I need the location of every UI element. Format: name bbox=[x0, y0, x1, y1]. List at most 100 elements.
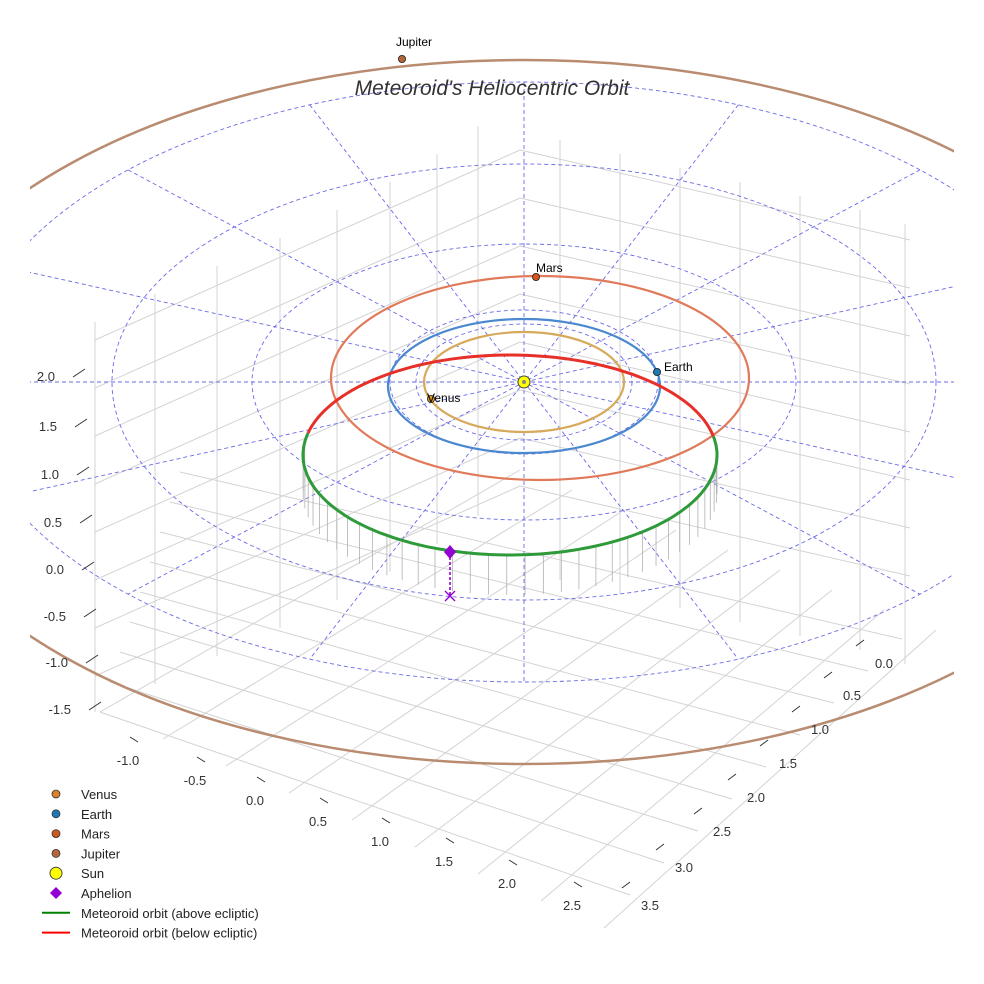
x-tick-mark bbox=[381, 817, 391, 824]
legend-label: Earth bbox=[81, 807, 112, 822]
grid-line bbox=[519, 197, 911, 289]
y-tick-mark bbox=[855, 639, 865, 647]
y-tick-mark bbox=[791, 705, 801, 713]
grid-line bbox=[94, 437, 521, 629]
axis-ticks: -1.0 -0.5 0.0 0.5 1.0 1.5 2.0 2.5 0.0 0.5 1.0 1.5 2.… bbox=[37, 368, 893, 913]
z-tick-mark bbox=[81, 561, 95, 571]
grid-line bbox=[477, 589, 833, 875]
grid-line bbox=[139, 591, 767, 768]
grid-line bbox=[540, 609, 885, 902]
grid-line bbox=[94, 197, 521, 389]
x-tick-mark bbox=[573, 881, 583, 888]
reference-radial bbox=[30, 271, 954, 478]
legend-marker bbox=[51, 789, 61, 799]
z-tick-label: -1.0 bbox=[46, 655, 68, 670]
venus-label: Venus bbox=[427, 391, 460, 405]
legend-label: Sun bbox=[81, 866, 104, 881]
x-tick-label: 1.0 bbox=[371, 834, 389, 849]
sun-core bbox=[522, 380, 526, 384]
y-tick-mark bbox=[759, 739, 769, 747]
z-tick-mark bbox=[74, 418, 88, 428]
y-tick-mark bbox=[823, 671, 833, 679]
grid-line bbox=[94, 245, 521, 437]
grid-line bbox=[603, 629, 937, 929]
grid-line bbox=[288, 529, 677, 794]
z-tick-mark bbox=[83, 608, 97, 618]
x-tick-mark bbox=[129, 736, 139, 743]
venus-marker bbox=[426, 394, 435, 403]
earth-marker bbox=[653, 367, 662, 376]
z-tick-label: 1.0 bbox=[41, 467, 59, 482]
z-tick-label: 2.0 bbox=[37, 369, 55, 384]
meteoroid-orbit-below bbox=[306, 353, 715, 437]
x-tick-mark bbox=[256, 776, 266, 783]
grid-line bbox=[519, 485, 911, 577]
x-tick-label: 0.0 bbox=[246, 793, 264, 808]
z-tick-label: 1.5 bbox=[39, 419, 57, 434]
grid-line bbox=[109, 681, 665, 864]
grid-line bbox=[519, 293, 911, 385]
mars-orbit bbox=[329, 274, 751, 482]
grid-line bbox=[179, 471, 903, 640]
x-tick-label: 1.5 bbox=[435, 854, 453, 869]
reference-radial bbox=[30, 286, 954, 493]
grid-line bbox=[99, 469, 521, 713]
grid-line bbox=[119, 651, 699, 832]
jupiter-label: Jupiter bbox=[396, 35, 432, 49]
legend-label: Meteoroid orbit (below ecliptic) bbox=[81, 926, 257, 941]
z-tick-mark bbox=[79, 514, 93, 524]
orbits bbox=[30, 58, 954, 766]
venus-orbit bbox=[422, 330, 626, 434]
legend-item: Meteoroid orbit (below ecliptic) bbox=[42, 926, 257, 941]
legend-item: Earth bbox=[51, 807, 112, 822]
legend-label: Venus bbox=[81, 787, 118, 802]
z-tick-label: -1.5 bbox=[49, 702, 71, 717]
legend-label: Meteoroid orbit (above ecliptic) bbox=[81, 906, 259, 921]
x-tick-label: -0.5 bbox=[184, 773, 206, 788]
grid-line bbox=[99, 711, 631, 896]
x-tick-mark bbox=[196, 756, 206, 763]
x-tick-label: -1.0 bbox=[117, 753, 139, 768]
x-tick-mark bbox=[508, 859, 518, 866]
x-tick-label: 0.5 bbox=[309, 814, 327, 829]
mars-marker bbox=[532, 272, 541, 281]
legend-item: Sun bbox=[49, 866, 104, 881]
grid-line bbox=[169, 501, 869, 672]
x-tick-label: 2.5 bbox=[563, 898, 581, 913]
aphelion-projection-marker bbox=[444, 590, 456, 602]
meteoroid-drop-lines bbox=[302, 441, 718, 595]
mars-label: Mars bbox=[536, 261, 563, 275]
grid-line bbox=[94, 149, 521, 341]
legend-marker bbox=[51, 849, 61, 858]
earth-label: Earth bbox=[664, 360, 693, 374]
legend-marker bbox=[50, 887, 62, 899]
y-tick-label: 3.5 bbox=[641, 898, 659, 913]
chart-title: Meteoroid's Heliocentric Orbit bbox=[355, 77, 631, 100]
z-tick-mark bbox=[85, 654, 99, 664]
y-tick-label: 2.5 bbox=[713, 824, 731, 839]
legend-label: Aphelion bbox=[81, 886, 132, 901]
y-tick-label: 3.0 bbox=[675, 860, 693, 875]
grid-line bbox=[129, 621, 733, 800]
legend-marker bbox=[51, 829, 61, 838]
jupiter-orbit bbox=[30, 58, 954, 766]
legend: Venus Earth Mars Jupiter Sun Aphelion Meteoroi… bbox=[42, 787, 259, 941]
legend-item: Venus bbox=[51, 787, 118, 802]
x-tick-mark bbox=[445, 837, 455, 844]
y-tick-label: 2.0 bbox=[747, 790, 765, 805]
x-tick-mark bbox=[319, 797, 329, 804]
x-tick-label: 2.0 bbox=[498, 876, 516, 891]
grid-line bbox=[162, 489, 573, 740]
y-tick-mark bbox=[693, 807, 703, 815]
legend-item: Meteoroid orbit (above ecliptic) bbox=[42, 906, 259, 921]
axes-grid bbox=[94, 126, 937, 929]
y-tick-label: 0.5 bbox=[843, 688, 861, 703]
legend-label: Mars bbox=[81, 827, 110, 842]
z-tick-mark bbox=[72, 368, 86, 378]
grid-line bbox=[94, 485, 521, 677]
aphelion-marker bbox=[444, 545, 456, 559]
grid-line bbox=[519, 437, 911, 529]
z-tick-label: -0.5 bbox=[44, 609, 66, 624]
z-tick-mark bbox=[88, 701, 102, 711]
